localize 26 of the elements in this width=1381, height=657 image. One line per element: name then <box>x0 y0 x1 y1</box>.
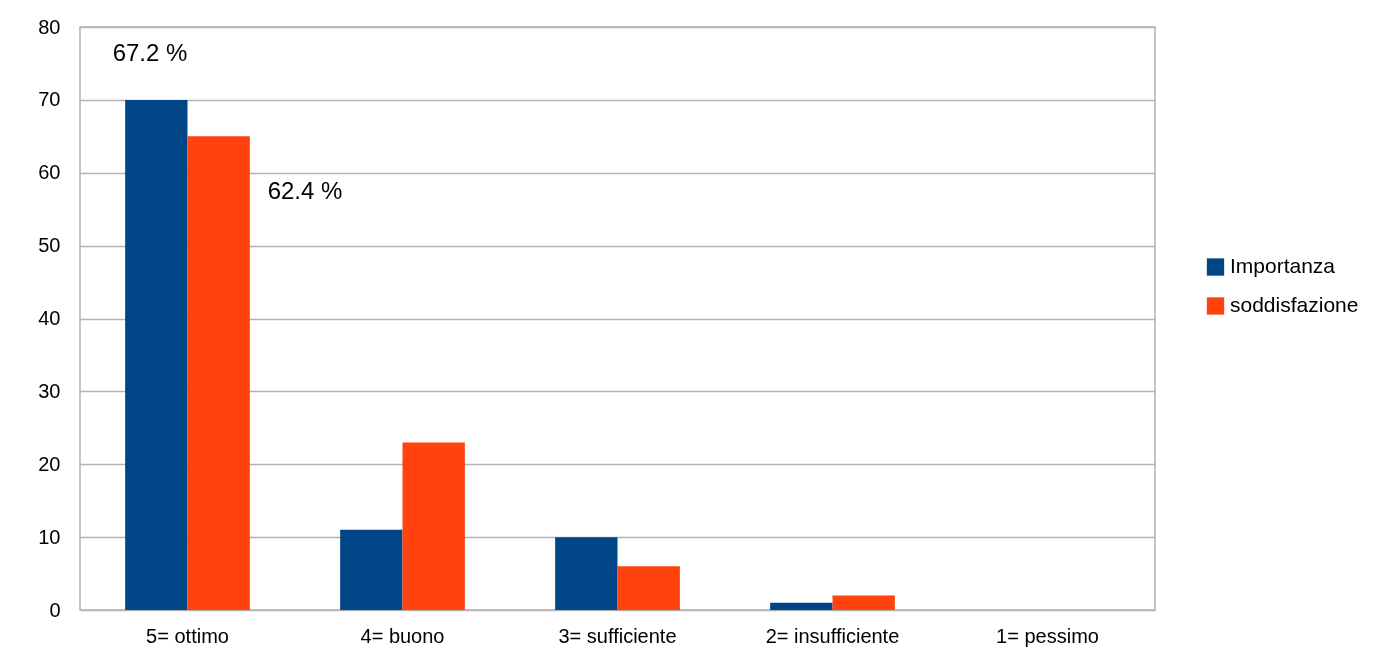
x-tick-label: 4= buono <box>360 624 445 647</box>
x-tick-label: 5= ottimo <box>146 624 229 647</box>
bar <box>340 529 403 610</box>
y-tick-label: 10 <box>38 525 61 548</box>
annotation: 62.4 % <box>267 177 343 204</box>
legend-label: soddisfazione <box>1230 293 1359 316</box>
bar <box>617 566 680 610</box>
y-tick-label: 60 <box>38 161 61 184</box>
y-tick-label: 50 <box>38 234 61 257</box>
bar <box>555 537 618 610</box>
x-tick-label: 3= sufficiente <box>558 624 677 647</box>
y-tick-label: 70 <box>38 88 61 111</box>
y-tick-label: 0 <box>49 598 61 621</box>
y-tick-label: 30 <box>38 379 61 402</box>
x-tick-label: 2= insufficiente <box>765 624 900 647</box>
y-tick-label: 40 <box>38 307 61 329</box>
annotation: 67.2 % <box>112 39 188 66</box>
bar <box>402 442 465 610</box>
bar <box>832 595 895 610</box>
bar <box>125 99 188 610</box>
y-tick-label: 80 <box>38 15 61 38</box>
legend-label: Importanza <box>1230 254 1336 277</box>
bar <box>770 602 833 610</box>
y-tick-label: 20 <box>38 452 61 475</box>
bar <box>187 136 250 610</box>
x-tick-label: 1= pessimo <box>996 624 1099 647</box>
